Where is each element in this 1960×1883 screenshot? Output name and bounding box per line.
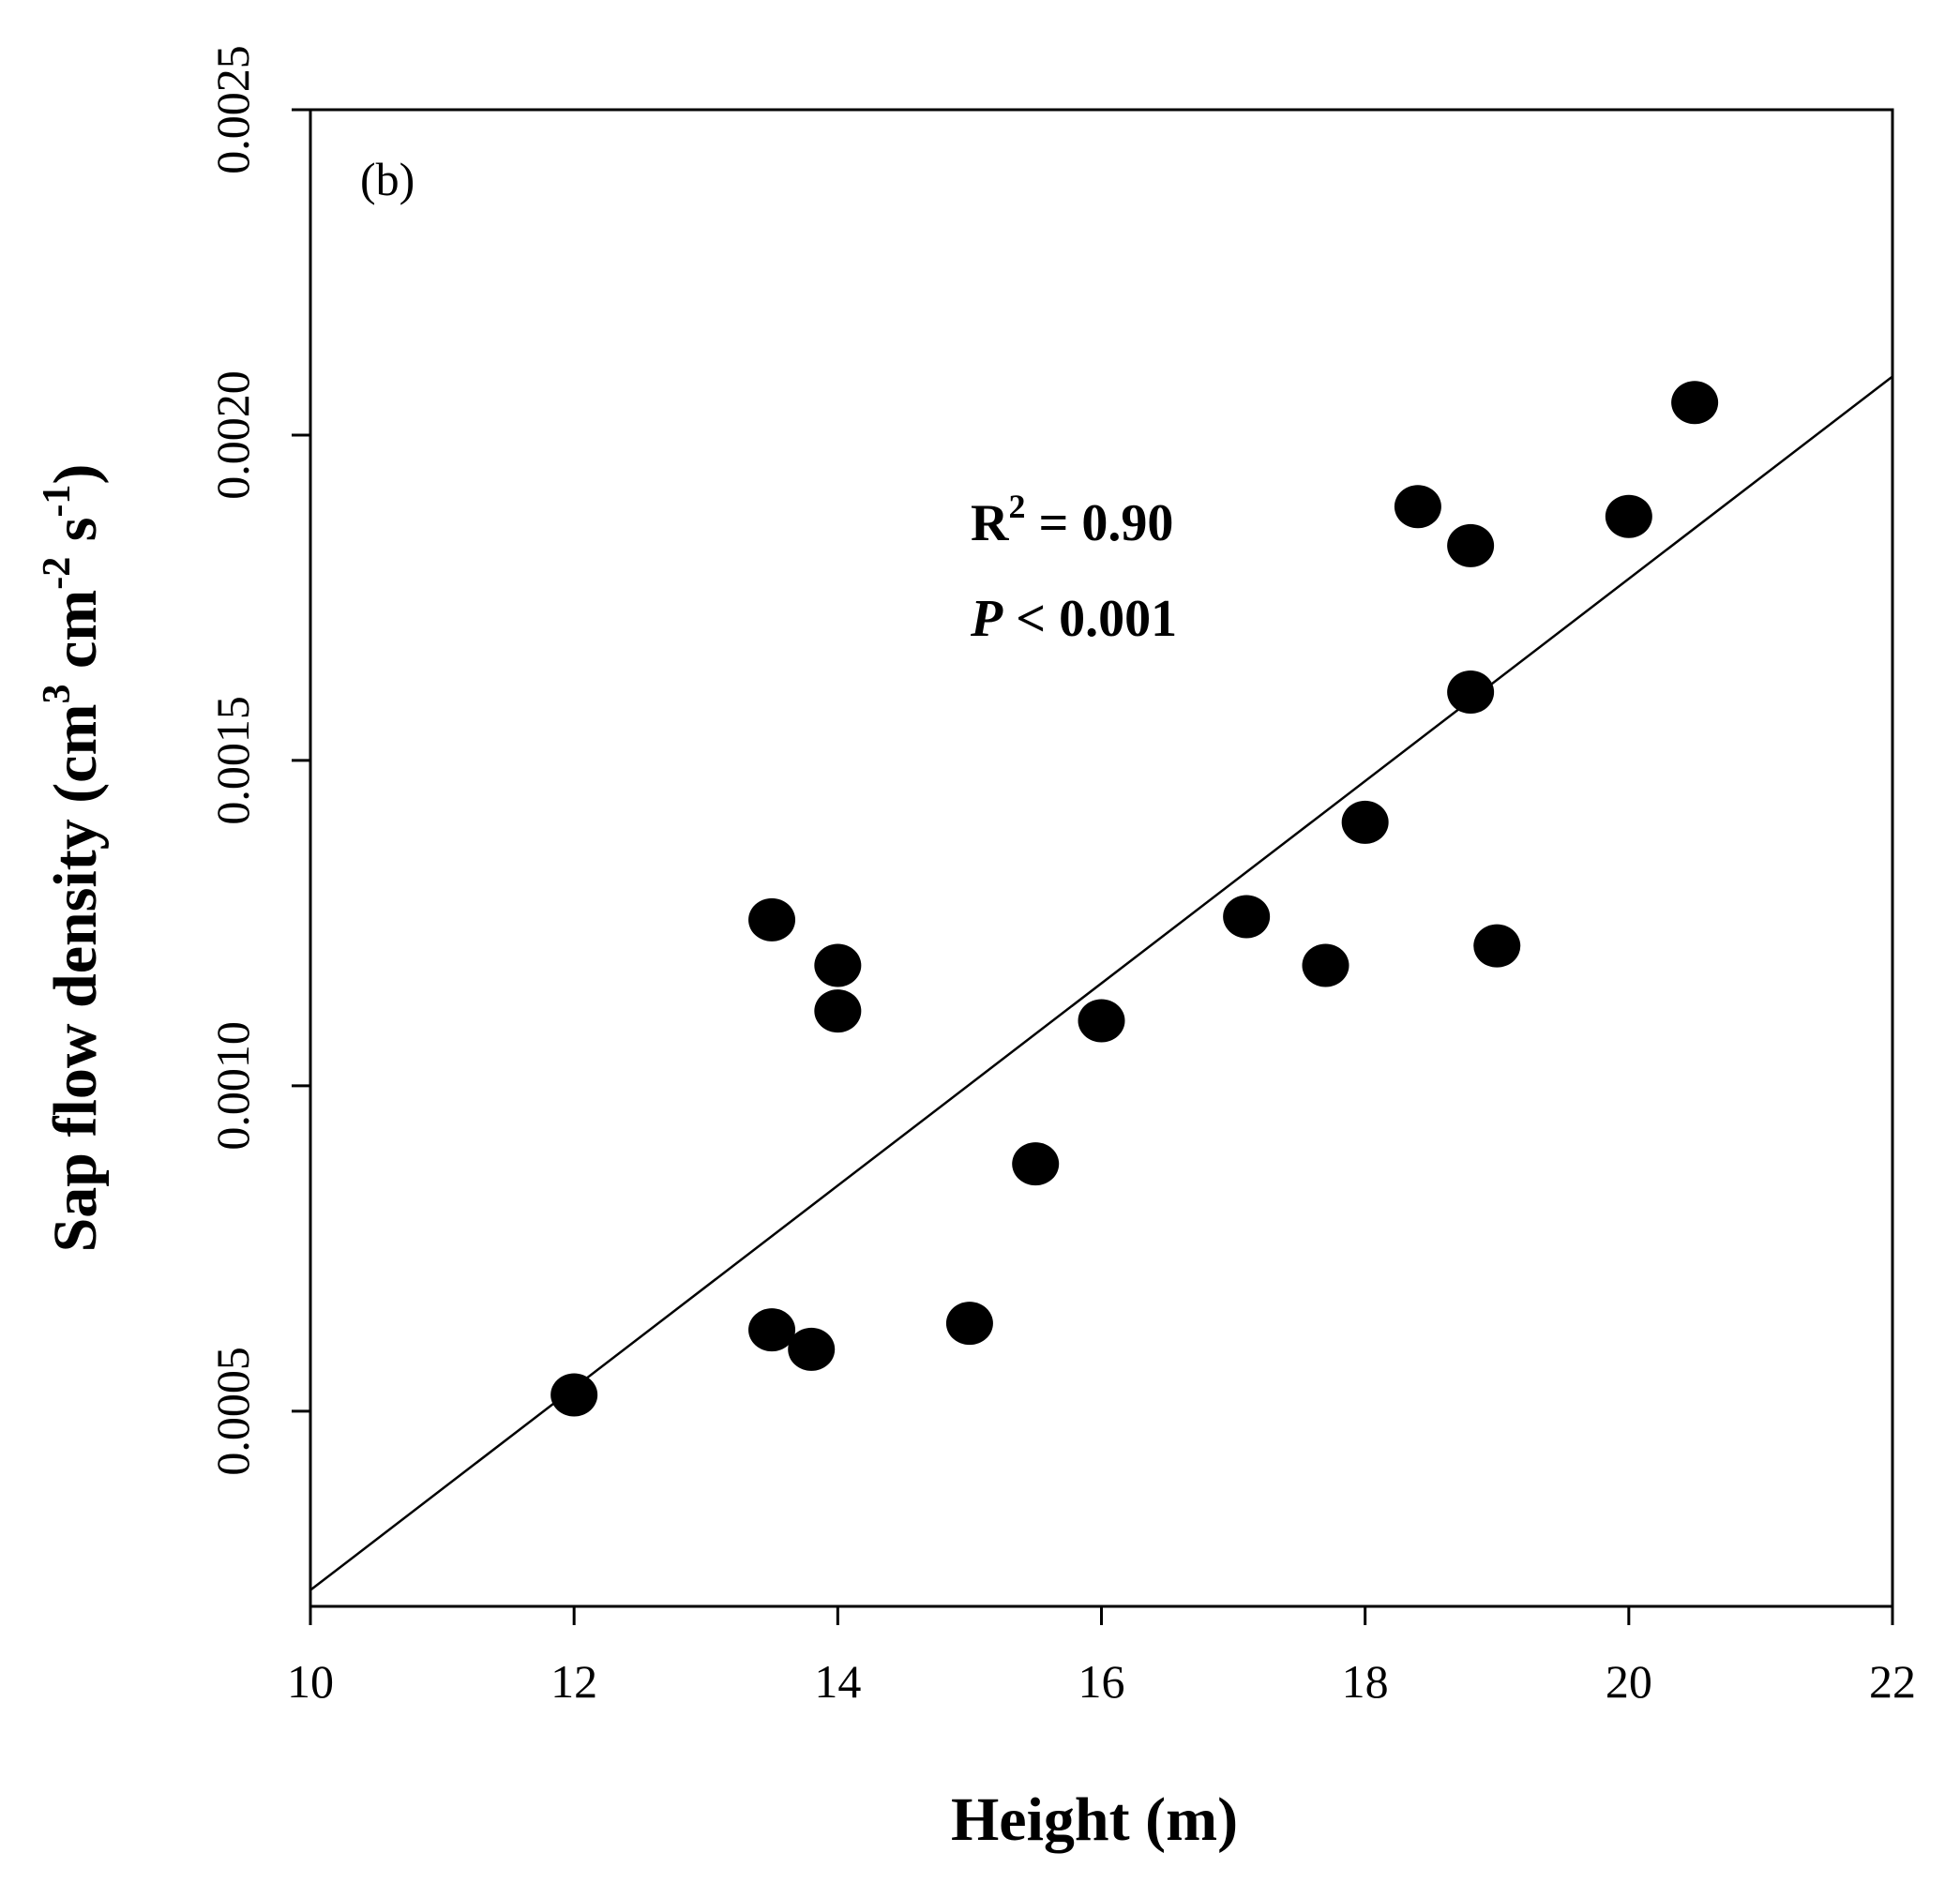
y-title-sup-3: 3 bbox=[36, 685, 79, 704]
y-title-mid-cm: cm bbox=[41, 590, 110, 685]
regression-line bbox=[309, 375, 1893, 1591]
y-title-sup-minus2: -2 bbox=[36, 557, 79, 590]
r2-superscript: 2 bbox=[1008, 488, 1025, 525]
r-squared-annotation: R2 = 0.90 bbox=[971, 488, 1173, 552]
data-point bbox=[1012, 1142, 1060, 1186]
plot-frame bbox=[309, 108, 1894, 1608]
x-axis: 10 12 14 16 18 20 22 bbox=[287, 1606, 1916, 1708]
data-point bbox=[748, 1308, 796, 1352]
x-tick-label: 20 bbox=[1606, 1655, 1652, 1708]
data-point bbox=[1605, 494, 1652, 538]
x-tick-label: 10 bbox=[287, 1655, 334, 1708]
x-tick-label: 16 bbox=[1078, 1655, 1125, 1708]
y-title-suffix: ) bbox=[41, 464, 110, 485]
data-point bbox=[748, 897, 796, 942]
r2-symbol: R bbox=[971, 494, 1009, 552]
y-tick-label: 0.0025 bbox=[206, 45, 259, 174]
r2-value: = 0.90 bbox=[1025, 494, 1173, 552]
data-point bbox=[1078, 999, 1125, 1043]
x-tick-label: 18 bbox=[1342, 1655, 1389, 1708]
y-tick-label: 0.0020 bbox=[206, 370, 259, 500]
x-axis-title: Height (m) bbox=[951, 1785, 1238, 1854]
p-value: < 0.001 bbox=[1003, 590, 1177, 648]
y-tick-label: 0.0005 bbox=[206, 1347, 259, 1476]
y-tick-label: 0.0010 bbox=[206, 1021, 259, 1151]
y-axis-title: Sap flow density (cm3 cm-2 s-1) bbox=[36, 464, 110, 1253]
data-point bbox=[1671, 381, 1719, 425]
data-point bbox=[1302, 943, 1349, 987]
data-point bbox=[1473, 924, 1521, 968]
data-point bbox=[945, 1302, 993, 1346]
x-tick-label: 22 bbox=[1869, 1655, 1916, 1708]
data-point bbox=[1223, 895, 1271, 939]
y-title-prefix: Sap flow density (cm bbox=[41, 704, 110, 1253]
y-axis: 0.0005 0.0010 0.0015 0.0020 0.0025 bbox=[206, 45, 310, 1476]
data-point bbox=[814, 989, 862, 1033]
data-point bbox=[550, 1373, 598, 1417]
p-value-annotation: P < 0.001 bbox=[970, 590, 1177, 648]
panel-label: (b) bbox=[360, 153, 415, 205]
y-title-mid-s: s bbox=[41, 518, 110, 557]
data-point bbox=[1394, 485, 1441, 529]
x-tick-label: 12 bbox=[550, 1655, 597, 1708]
data-point bbox=[1447, 670, 1495, 715]
p-symbol: P bbox=[970, 590, 1003, 648]
data-points bbox=[550, 381, 1719, 1417]
y-tick-label: 0.0015 bbox=[206, 696, 259, 825]
data-point bbox=[814, 943, 862, 987]
data-point bbox=[1447, 523, 1495, 567]
x-tick-label: 14 bbox=[814, 1655, 861, 1708]
data-point bbox=[1341, 800, 1389, 844]
y-title-sup-minus1: -1 bbox=[36, 485, 79, 518]
data-point bbox=[788, 1327, 836, 1371]
